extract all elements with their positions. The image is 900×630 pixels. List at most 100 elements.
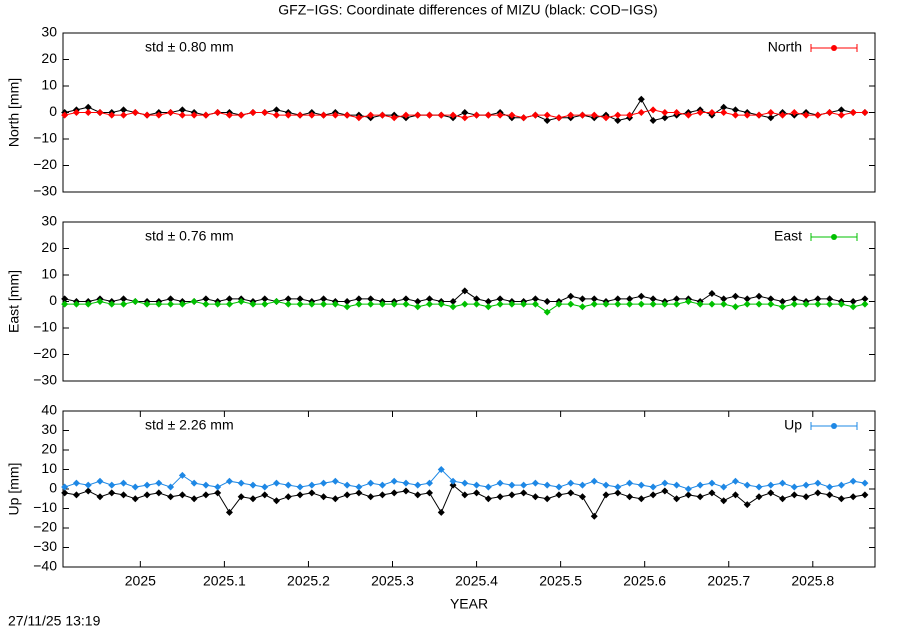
data-point	[261, 483, 269, 491]
data-point	[814, 295, 822, 303]
data-point	[731, 303, 739, 311]
data-point	[367, 300, 375, 308]
annotation: std ± 0.76 mm	[145, 228, 234, 244]
data-point	[225, 300, 233, 308]
data-point	[649, 300, 657, 308]
data-point	[320, 111, 328, 119]
y-tick-label: 0	[49, 292, 57, 308]
y-tick-label: 40	[41, 402, 57, 418]
data-point	[461, 491, 469, 499]
data-point	[96, 477, 104, 485]
x-tick-label: 2025.1	[203, 573, 246, 589]
data-point	[261, 491, 269, 499]
data-point	[449, 111, 457, 119]
data-point	[425, 295, 433, 303]
data-point	[355, 483, 363, 491]
data-point	[602, 481, 610, 489]
data-point	[614, 116, 622, 124]
data-point	[567, 479, 575, 487]
data-point	[425, 300, 433, 308]
data-point	[473, 295, 481, 303]
data-point	[237, 479, 245, 487]
data-point	[661, 114, 669, 122]
data-point	[626, 111, 634, 119]
data-point	[861, 109, 869, 116]
data-point	[355, 295, 363, 303]
data-point	[696, 481, 704, 489]
y-tick-label: −30	[33, 372, 57, 388]
data-point	[720, 103, 728, 111]
data-point	[837, 300, 845, 308]
data-point	[202, 295, 210, 303]
data-point	[837, 481, 845, 489]
data-point	[720, 497, 728, 505]
data-point	[449, 481, 457, 489]
x-tick-label: 2025.6	[623, 573, 666, 589]
data-point	[673, 295, 681, 303]
data-point	[755, 300, 763, 308]
data-point	[414, 298, 422, 305]
data-point	[284, 111, 292, 119]
data-point	[496, 295, 504, 303]
data-point	[531, 295, 539, 303]
x-tick-label: 2025.8	[791, 573, 834, 589]
data-point	[637, 109, 645, 116]
data-point	[708, 489, 716, 497]
data-point	[214, 109, 222, 116]
y-axis-label: North [mm]	[6, 78, 22, 147]
data-point	[708, 109, 716, 116]
data-point	[190, 479, 198, 487]
data-point	[296, 300, 304, 308]
data-point	[425, 111, 433, 119]
data-point	[755, 111, 763, 119]
y-tick-label: 10	[41, 77, 57, 93]
data-point	[731, 106, 739, 114]
data-point	[626, 295, 634, 303]
data-point	[402, 487, 410, 495]
data-point	[131, 483, 139, 491]
data-point	[508, 491, 516, 499]
data-point	[767, 300, 775, 308]
data-point	[590, 111, 598, 119]
data-point	[555, 300, 563, 308]
data-point	[390, 477, 398, 485]
data-point	[143, 111, 151, 119]
data-point	[131, 109, 139, 116]
data-point	[143, 491, 151, 499]
data-point	[790, 483, 798, 491]
data-point	[790, 491, 798, 499]
data-point	[731, 491, 739, 499]
data-point	[684, 298, 692, 305]
annotation: std ± 0.80 mm	[145, 39, 234, 55]
data-point	[437, 508, 445, 516]
y-tick-label: 30	[41, 24, 57, 40]
data-point	[767, 114, 775, 122]
data-point	[249, 495, 257, 503]
data-point	[673, 300, 681, 308]
data-point	[755, 493, 763, 501]
y-tick-label: −30	[33, 538, 57, 554]
data-point	[567, 292, 575, 300]
data-point	[837, 495, 845, 503]
data-point	[531, 111, 539, 119]
data-point	[308, 489, 316, 497]
data-point	[473, 300, 481, 308]
data-point	[602, 300, 610, 308]
data-point	[637, 300, 645, 308]
legend-label: North	[768, 39, 802, 55]
data-point	[61, 300, 69, 308]
data-point	[367, 111, 375, 119]
data-point	[779, 303, 787, 311]
data-point	[708, 479, 716, 487]
data-point	[567, 111, 575, 119]
data-point	[108, 481, 116, 489]
data-point	[567, 300, 575, 308]
y-tick-label: 20	[41, 50, 57, 66]
data-point	[673, 109, 681, 116]
data-point	[767, 109, 775, 116]
y-tick-label: −20	[33, 519, 57, 535]
data-point	[214, 300, 222, 308]
data-point	[520, 481, 528, 489]
